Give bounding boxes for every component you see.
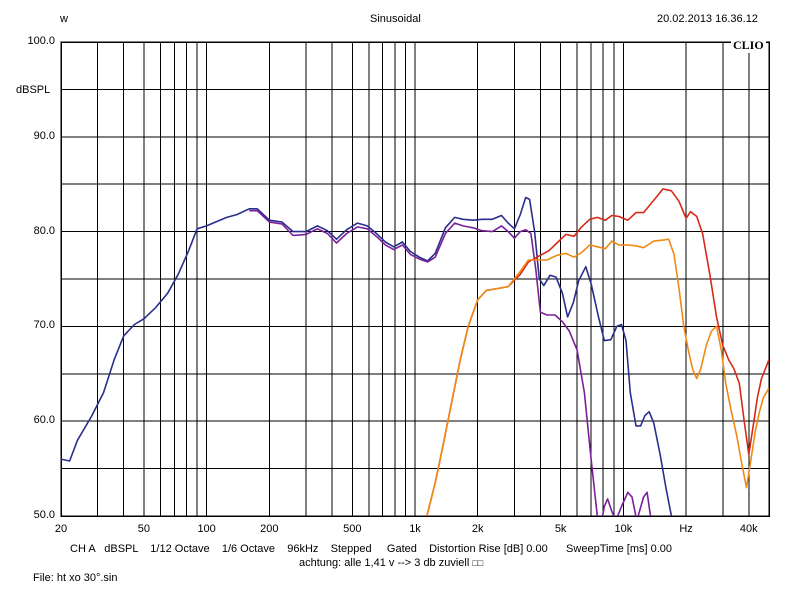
x-tick-label: 500 — [343, 523, 362, 535]
y-tick-label: 50.0 — [33, 509, 55, 521]
x-tick-label: 100 — [197, 523, 216, 535]
chart-title: Sinusoidal — [370, 13, 421, 25]
y-axis-unit-label: dBSPL — [16, 84, 51, 96]
series-line-4 — [426, 238, 769, 516]
x-tick-label: 2k — [471, 523, 484, 535]
annotation-note: achtung: alle 1,41 v --> 3 db zuviell □□ — [299, 557, 483, 569]
chart-timestamp: 20.02.2013 16.36.12 — [657, 13, 758, 25]
y-tick-label: 80.0 — [33, 224, 55, 237]
file-name: File: ht xo 30°.sin — [33, 572, 118, 584]
y-tick-label: 70.0 — [33, 319, 55, 332]
x-tick-label: 10k — [614, 523, 633, 535]
unknown-glyphs: □□ — [472, 558, 484, 568]
x-tick-label: 200 — [260, 523, 279, 535]
series-line-2 — [249, 209, 652, 516]
x-tick-label: 1k — [409, 523, 421, 535]
series-line-1 — [61, 196, 673, 516]
y-tick-label: 60.0 — [33, 414, 55, 427]
x-tick-label: 5k — [554, 523, 567, 535]
annotation-text: achtung: alle 1,41 v --> 3 db zuviell — [299, 557, 470, 569]
chart-header-left: w — [60, 13, 68, 25]
x-tick-label: 50 — [137, 523, 151, 535]
plot-frame — [60, 41, 770, 517]
clio-logo: CLIO — [731, 38, 766, 53]
y-tick-label: 100.0 — [27, 35, 55, 47]
x-tick-label: Hz — [679, 523, 693, 535]
x-tick-label: 40k — [739, 523, 758, 535]
y-tick-label: 90.0 — [33, 129, 55, 142]
x-tick-label: 20 — [54, 523, 68, 535]
measurement-settings-line: CH A dBSPL 1/12 Octave 1/6 Octave 96kHz … — [70, 543, 673, 555]
